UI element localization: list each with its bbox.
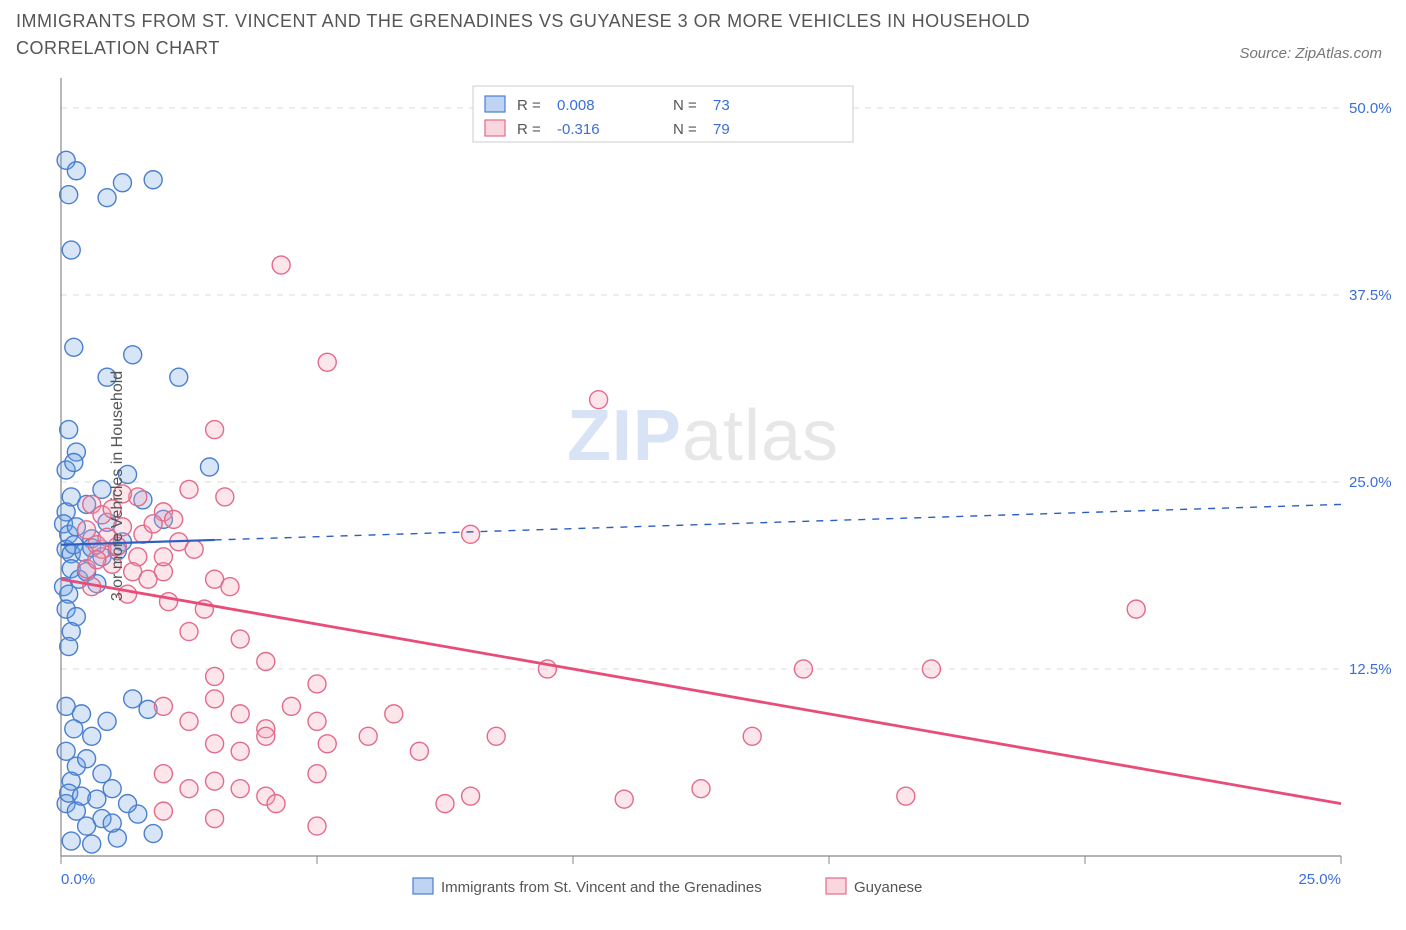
svg-text:N =: N = [673,121,697,138]
chart-svg: 12.5% 25.0% 37.5% 50.0% 0.0% 25.0% R = 0.008 N =… [13,66,1393,906]
legend-label: Immigrants from St. Vincent and the Gren… [441,879,762,896]
scatter-point [359,727,377,745]
scatter-point [180,780,198,798]
legend-label: Guyanese [854,879,922,896]
scatter-point [180,480,198,498]
scatter-point [590,391,608,409]
svg-text:12.5%: 12.5% [1349,661,1392,678]
scatter-point [385,705,403,723]
scatter-point [794,660,812,678]
scatter-point [308,675,326,693]
scatter-point [154,765,172,783]
svg-text:R =: R = [517,97,541,114]
scatter-point [124,346,142,364]
scatter-point [692,780,710,798]
svg-text:79: 79 [713,121,730,138]
scatter-point [60,638,78,656]
scatter-point [206,772,224,790]
scatter-point [436,795,454,813]
scatter-point [170,368,188,386]
scatter-point [103,780,121,798]
scatter-point [62,241,80,259]
scatter-point [83,727,101,745]
scatter-point [160,593,178,611]
scatter-point [154,697,172,715]
scatter-point [462,787,480,805]
scatter-point [119,795,137,813]
scatter-point [60,186,78,204]
legend-swatch [413,878,433,894]
scatter-point [206,421,224,439]
scatter-point [180,712,198,730]
scatter-point [144,171,162,189]
scatter-point [206,690,224,708]
scatter-point [308,817,326,835]
svg-text:73: 73 [713,97,730,114]
scatter-point [615,790,633,808]
source-label: Source: ZipAtlas.com [1239,45,1382,62]
scatter-point [98,189,116,207]
svg-text:50.0%: 50.0% [1349,100,1392,117]
scatter-point [65,338,83,356]
scatter-point [144,825,162,843]
scatter-point [267,795,285,813]
scatter-point [231,742,249,760]
scatter-point [65,454,83,472]
scatter-point [154,548,172,566]
scatter-point [922,660,940,678]
scatter-point [88,551,106,569]
scatter-point [257,653,275,671]
scatter-point [282,697,300,715]
scatter-point [206,810,224,828]
scatter-point [308,765,326,783]
scatter-point [257,727,275,745]
scatter-point [78,750,96,768]
scatter-point [231,780,249,798]
scatter-point [221,578,239,596]
page-title: IMMIGRANTS FROM ST. VINCENT AND THE GREN… [16,8,1136,62]
scatter-point [124,690,142,708]
scatter-point [65,720,83,738]
scatter-point [62,832,80,850]
svg-text:25.0%: 25.0% [1298,871,1341,888]
scatter-point [103,814,121,832]
scatter-chart: 3 or more Vehicles in Household ZIPatlas… [13,66,1393,906]
svg-text:R =: R = [517,121,541,138]
scatter-point [206,735,224,753]
scatter-point [462,525,480,543]
svg-text:25.0%: 25.0% [1349,474,1392,491]
legend-swatch [826,878,846,894]
scatter-point [206,667,224,685]
scatter-point [200,458,218,476]
y-axis-label: 3 or more Vehicles in Household [109,371,127,601]
scatter-point [83,835,101,853]
scatter-point [60,421,78,439]
scatter-point [144,515,162,533]
scatter-point [113,174,131,192]
scatter-point [308,712,326,730]
svg-text:N =: N = [673,97,697,114]
scatter-point [180,623,198,641]
svg-text:-0.316: -0.316 [557,121,600,138]
scatter-point [154,802,172,820]
scatter-point [165,510,183,528]
scatter-point [67,162,85,180]
scatter-point [139,570,157,588]
scatter-point [216,488,234,506]
scatter-point [897,787,915,805]
scatter-point [318,735,336,753]
scatter-point [272,256,290,274]
scatter-point [318,353,336,371]
svg-text:0.0%: 0.0% [61,871,95,888]
scatter-point [487,727,505,745]
scatter-point [88,790,106,808]
scatter-point [98,712,116,730]
scatter-point [231,705,249,723]
svg-text:37.5%: 37.5% [1349,287,1392,304]
scatter-point [1127,600,1145,618]
scatter-point [410,742,428,760]
svg-text:0.008: 0.008 [557,97,595,114]
scatter-point [743,727,761,745]
scatter-point [231,630,249,648]
